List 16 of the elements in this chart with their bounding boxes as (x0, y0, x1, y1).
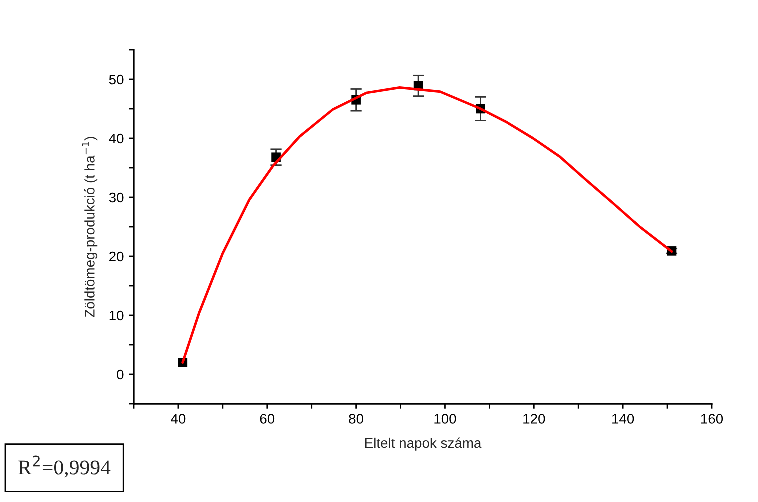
y-tick-label: 20 (110, 252, 124, 262)
y-tick-label: 50 (109, 74, 124, 85)
x-tick-label: 140 (612, 414, 634, 424)
x-tick-label: 160 (701, 414, 724, 424)
y-tick-label: 30 (109, 192, 124, 203)
x-tick-label: 40 (171, 414, 186, 424)
y-tick-label: 10 (110, 310, 124, 321)
x-tick-label: 100 (434, 414, 456, 424)
y-axis-title: Zöldtömeg-produkció (t ha$^{−1}$) (82, 137, 98, 318)
x-tick-label: 120 (524, 414, 546, 424)
text: R$^{2}$=0,9994 (18, 456, 111, 478)
y-tick-label: 0 (117, 370, 124, 380)
x-tick-label: 60 (260, 414, 275, 424)
y-tick-label: 40 (109, 134, 124, 144)
x-axis-title: Eltelt napok száma (365, 438, 482, 451)
x-tick-label: 80 (349, 414, 364, 424)
